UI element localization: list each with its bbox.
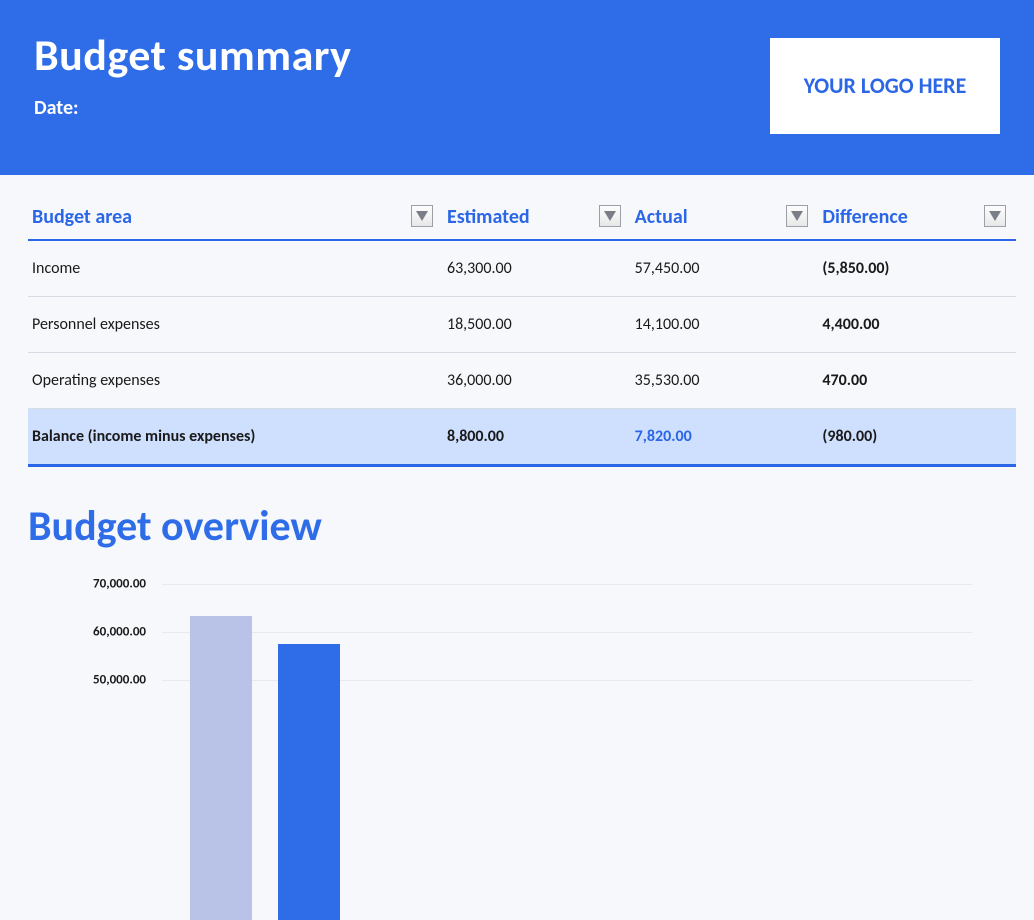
filter-button-actual[interactable]	[786, 205, 808, 227]
y-axis-label: 70,000.00	[66, 577, 146, 592]
col-header-actual: Actual	[631, 199, 819, 240]
budget-table: Budget area Estimated Actual	[28, 199, 1016, 467]
gridline	[162, 632, 972, 633]
cell-difference: (5,850.00)	[818, 240, 1016, 297]
col-header-estimated: Estimated	[443, 199, 631, 240]
filter-button-area[interactable]	[411, 205, 433, 227]
cell-estimated: 8,800.00	[443, 409, 631, 466]
logo-placeholder[interactable]: YOUR LOGO HERE	[770, 38, 1000, 134]
cell-actual: 57,450.00	[631, 240, 819, 297]
cell-estimated: 36,000.00	[443, 353, 631, 409]
cell-actual: 35,530.00	[631, 353, 819, 409]
filter-button-difference[interactable]	[984, 205, 1006, 227]
cell-area: Income	[28, 240, 443, 297]
cell-area: Personnel expenses	[28, 297, 443, 353]
y-axis-label: 50,000.00	[66, 673, 146, 688]
budget-table-section: Budget area Estimated Actual	[0, 175, 1034, 467]
filter-button-estimated[interactable]	[599, 205, 621, 227]
cell-estimated: 18,500.00	[443, 297, 631, 353]
logo-placeholder-text: YOUR LOGO HERE	[804, 72, 967, 101]
col-header-area: Budget area	[28, 199, 443, 240]
cell-difference: 4,400.00	[818, 297, 1016, 353]
bar-estimated	[190, 616, 252, 920]
bar-actual	[278, 644, 340, 920]
table-row: Income 63,300.00 57,450.00 (5,850.00)	[28, 240, 1016, 297]
cell-estimated: 63,300.00	[443, 240, 631, 297]
table-total-row: Balance (income minus expenses) 8,800.00…	[28, 409, 1016, 466]
col-header-difference: Difference	[818, 199, 1016, 240]
overview-section: Budget overview 70,000.00 60,000.00 50,0…	[0, 467, 1034, 754]
cell-area: Balance (income minus expenses)	[28, 409, 443, 466]
overview-title: Budget overview	[28, 501, 1006, 552]
gridline	[162, 584, 972, 585]
cell-area: Operating expenses	[28, 353, 443, 409]
cell-actual: 7,820.00	[631, 409, 819, 466]
cell-actual: 14,100.00	[631, 297, 819, 353]
cell-difference: (980.00)	[818, 409, 1016, 466]
table-row: Personnel expenses 18,500.00 14,100.00 4…	[28, 297, 1016, 353]
budget-overview-chart: 70,000.00 60,000.00 50,000.00	[72, 584, 972, 754]
table-row: Operating expenses 36,000.00 35,530.00 4…	[28, 353, 1016, 409]
cell-difference: 470.00	[818, 353, 1016, 409]
header: Budget summary Date: YOUR LOGO HERE	[0, 0, 1034, 175]
budget-table-body: Income 63,300.00 57,450.00 (5,850.00) Pe…	[28, 240, 1016, 466]
y-axis-label: 60,000.00	[66, 625, 146, 640]
